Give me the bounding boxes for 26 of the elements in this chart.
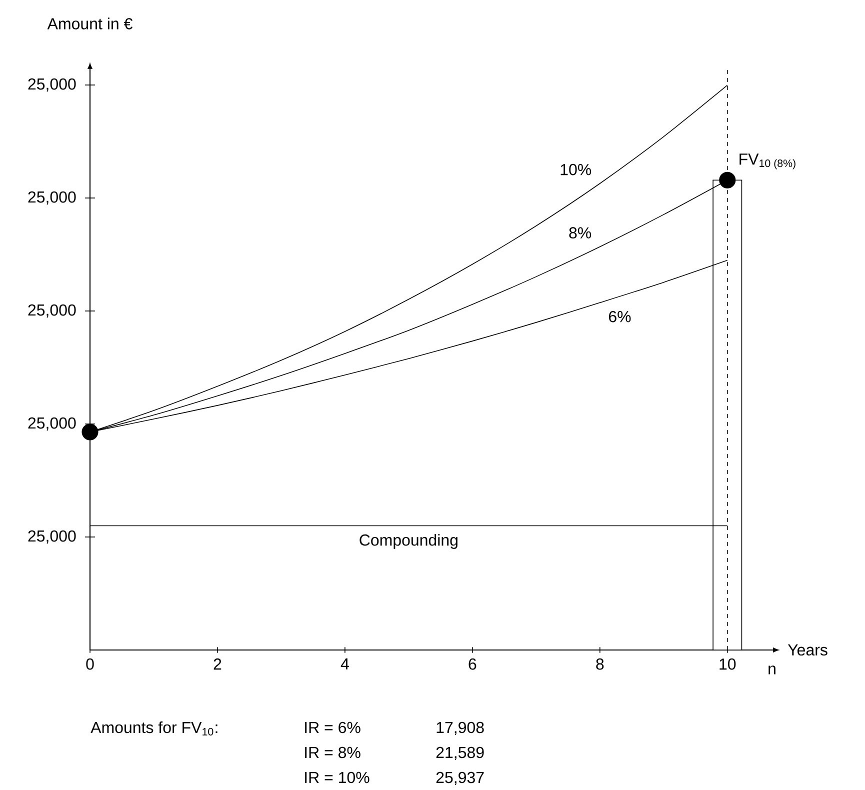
series-label: 8%	[569, 226, 592, 238]
series-label: 6%	[608, 310, 631, 322]
text: IR = 8%	[305, 746, 360, 758]
series-label: 10%	[560, 164, 592, 176]
text: IR = 6%	[305, 722, 360, 733]
text: 17,908	[436, 722, 484, 735]
text: Amounts for FV$_{10}$:	[90, 721, 218, 736]
text: 25,000	[28, 304, 76, 318]
x-tick-label: 2	[214, 658, 222, 670]
text: 21,589	[436, 746, 484, 760]
ref-line-label: Compounding	[360, 534, 458, 549]
annotation: FV$_{10 (8%)}$	[740, 153, 796, 170]
x-tick-label: 8	[596, 658, 604, 670]
text: 25,000	[28, 530, 76, 544]
x-tick-label: 10	[720, 658, 736, 670]
text: IR = 10%	[305, 772, 370, 783]
text: n	[768, 665, 776, 674]
text: 25,937	[436, 772, 484, 785]
x-tick-label: 0	[86, 658, 94, 670]
x-tick-label: 4	[340, 658, 349, 670]
y-axis-title: Amount in €	[47, 17, 132, 30]
text: 25,000	[28, 417, 76, 430]
text: 25,000	[28, 191, 76, 204]
x-tick-label: 6	[468, 658, 476, 670]
text: 25,000	[28, 78, 76, 92]
x-axis-title: Years	[788, 644, 828, 656]
